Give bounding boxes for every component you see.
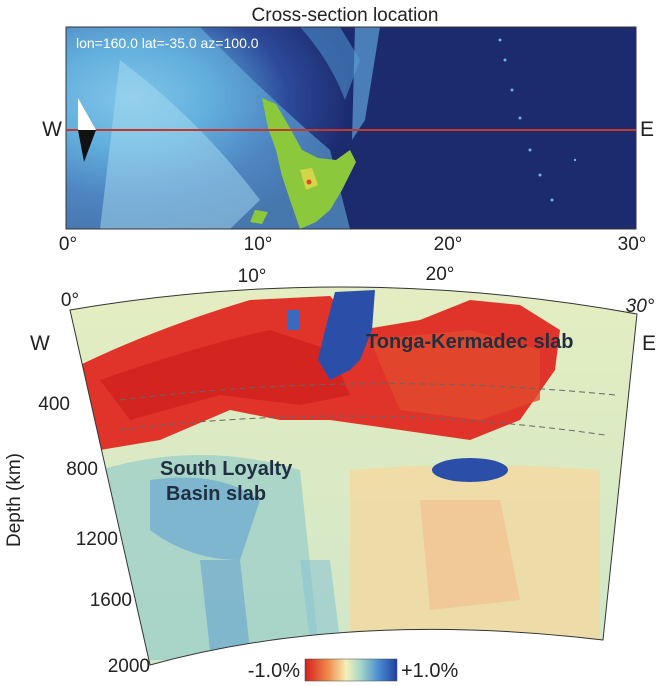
section-frame bbox=[69, 286, 638, 666]
loyalty-slab-label-line2: Basin slab bbox=[166, 483, 266, 505]
depth-tick: 2000 bbox=[108, 656, 150, 677]
map-x-tick: 10° bbox=[244, 234, 273, 255]
map-info-text: lon=160.0 lat=-35.0 az=100.0 bbox=[76, 35, 259, 51]
depth-tick: 1200 bbox=[76, 529, 118, 550]
depth-tick: 400 bbox=[38, 394, 70, 415]
depth-tick: 800 bbox=[66, 459, 98, 480]
colorbar-max-label: +1.0% bbox=[401, 660, 458, 682]
loyalty-slab-label-line1: South Loyalty bbox=[160, 458, 293, 480]
colorbar-min-label: -1.0% bbox=[248, 660, 300, 682]
bathymetry-map bbox=[66, 27, 636, 229]
section-top-tick: 10° bbox=[238, 266, 267, 287]
map-x-axis: 0° 10° 20° 30° bbox=[59, 234, 646, 255]
depth-axis-label: Depth (km) bbox=[4, 453, 25, 547]
map-west-label: W bbox=[42, 118, 62, 141]
tonga-slab-label: Tonga-Kermadec slab bbox=[366, 331, 573, 353]
velocity-section bbox=[70, 286, 637, 665]
section-west-label: W bbox=[30, 332, 50, 355]
depth-tick: 1600 bbox=[90, 590, 132, 611]
section-top-axis: 0° 10° 20° 30° bbox=[61, 264, 655, 317]
map-x-tick: 30° bbox=[618, 234, 647, 255]
section-top-tick: 0° bbox=[61, 290, 79, 311]
colorbar: -1.0% +1.0% bbox=[248, 658, 458, 682]
section-east-label: E bbox=[642, 332, 656, 355]
north-arrow-icon bbox=[78, 98, 96, 162]
deep-fast-anomaly bbox=[432, 458, 508, 482]
map-east-label: E bbox=[640, 118, 654, 141]
depth-axis: 400 800 1200 1600 2000 bbox=[38, 394, 150, 677]
map-x-tick: 20° bbox=[434, 234, 463, 255]
tonga-slab bbox=[318, 290, 375, 380]
map-x-tick: 0° bbox=[59, 234, 77, 255]
map-title: Cross-section location bbox=[252, 5, 439, 26]
colorbar-gradient bbox=[304, 658, 398, 682]
section-top-tick: 20° bbox=[426, 264, 455, 285]
section-top-tick: 30° bbox=[626, 296, 655, 317]
